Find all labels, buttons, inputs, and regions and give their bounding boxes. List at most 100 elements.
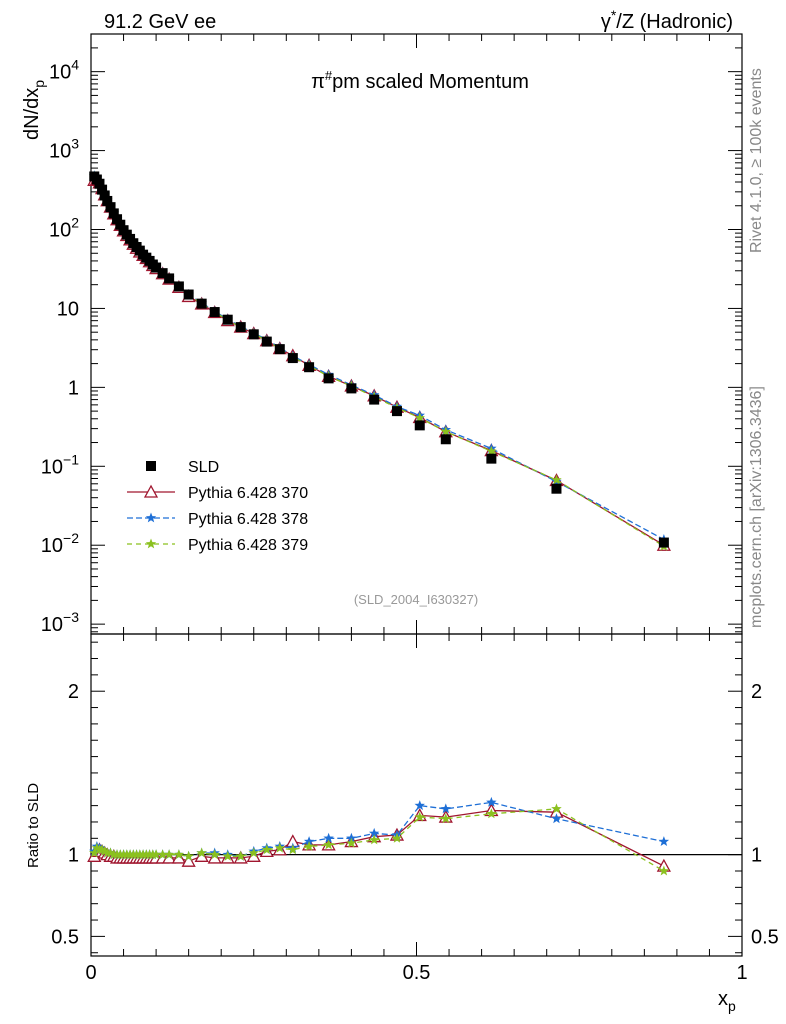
ratio-point-pythia-6-428-379 xyxy=(91,842,103,853)
ratio-point-pythia-6-428-370 xyxy=(207,850,222,864)
data-point-pythia-6-428-379 xyxy=(440,426,451,437)
ratio-point-pythia-6-428-379 xyxy=(551,803,562,814)
ratio-tick-label-left: 0.5 xyxy=(51,926,79,948)
ratio-point-pythia-6-428-379 xyxy=(303,841,315,851)
legend-label-pythia-6-428-370: Pythia 6.428 370 xyxy=(188,485,308,502)
y-tick-label: 104 xyxy=(49,57,79,84)
data-point-sld xyxy=(287,353,298,364)
data-point-sld xyxy=(94,178,105,189)
data-point-sld xyxy=(108,208,119,219)
legend-marker-pythia-6-428-379 xyxy=(145,538,157,549)
data-point-sld xyxy=(274,344,285,355)
data-point-pythia-6-428-379 xyxy=(414,412,425,423)
data-point-sld xyxy=(105,202,116,213)
energy-label: 91.2 GeV ee xyxy=(104,11,216,33)
data-series xyxy=(87,170,671,876)
data-point-pythia-6-428-379 xyxy=(486,445,497,456)
data-point-sld xyxy=(151,262,162,273)
ratio-tick-label-right: 1 xyxy=(751,845,762,867)
data-point-sld xyxy=(248,329,259,340)
data-point-sld xyxy=(99,190,110,201)
ratio-point-pythia-6-428-378 xyxy=(414,800,425,811)
data-point-sld xyxy=(304,362,315,373)
data-point-sld xyxy=(658,537,669,548)
ratio-point-pythia-6-428-379 xyxy=(209,849,220,860)
ratio-point-pythia-6-428-370 xyxy=(181,853,196,867)
ratio-point-pythia-6-428-378 xyxy=(323,832,334,843)
data-point-sld xyxy=(183,289,194,300)
ratio-point-pythia-6-428-378 xyxy=(658,836,670,846)
ratio-axis-label: Ratio to SLD xyxy=(25,783,42,868)
data-point-sld xyxy=(551,483,562,494)
analysis-tag: (SLD_2004_I630327) xyxy=(354,592,478,607)
y-tick-label: 1 xyxy=(68,377,79,399)
ratio-point-pythia-6-428-379 xyxy=(173,849,185,860)
ratio-point-pythia-6-428-378 xyxy=(440,803,451,814)
ratio-point-pythia-6-428-379 xyxy=(440,813,451,824)
data-point-sld xyxy=(157,268,168,279)
data-point-sld xyxy=(115,219,126,230)
ratio-point-pythia-6-428-379 xyxy=(414,811,425,822)
series-line-pythia-6-428-379 xyxy=(93,175,665,547)
x-axis-label: xp xyxy=(718,988,736,1014)
ratio-point-pythia-6-428-379 xyxy=(323,839,334,850)
ratio-point-pythia-6-428-379 xyxy=(274,842,285,853)
data-point-sld xyxy=(440,434,451,445)
x-tick-label: 1 xyxy=(736,962,747,984)
data-point-sld xyxy=(222,314,233,325)
ratio-point-pythia-6-428-379 xyxy=(658,865,670,876)
x-tick-label: 0.5 xyxy=(403,962,431,984)
process-label: γ*/Z (Hadronic) xyxy=(601,7,733,33)
mcplots-label: mcplots.cern.ch [arXiv:1306.3436] xyxy=(748,386,765,628)
ratio-tick-label-right: 2 xyxy=(751,681,762,703)
y-tick-label: 102 xyxy=(49,215,79,242)
ratio-point-pythia-6-428-370 xyxy=(194,848,209,862)
ratio-plot-frame xyxy=(90,633,743,957)
data-point-sld xyxy=(323,373,334,384)
ratio-point-pythia-6-428-370 xyxy=(162,850,177,864)
ratio-point-pythia-6-428-379 xyxy=(99,845,110,856)
ratio-point-pythia-6-428-379 xyxy=(196,847,207,858)
data-point-sld xyxy=(102,195,113,206)
ratio-point-pythia-6-428-378 xyxy=(551,813,562,824)
data-point-sld xyxy=(112,214,123,225)
legend: SLD Pythia 6.428 370 Pythia 6.428 378 Pythi… xyxy=(127,459,308,554)
ratio-point-pythia-6-428-379 xyxy=(222,850,233,861)
data-point-sld xyxy=(369,394,380,405)
ratio-point-pythia-6-428-379 xyxy=(150,849,162,860)
y-tick-label: 10−1 xyxy=(41,451,79,478)
ratio-point-pythia-6-428-379 xyxy=(391,832,403,843)
ratio-point-pythia-6-428-379 xyxy=(157,849,168,860)
ratio-tick-label-left: 1 xyxy=(68,845,79,867)
legend-label-pythia-6-428-378: Pythia 6.428 378 xyxy=(188,511,308,528)
data-point-sld xyxy=(486,453,497,464)
data-point-sld xyxy=(209,307,220,318)
data-point-sld xyxy=(164,273,175,284)
y-tick-label: 10−2 xyxy=(41,530,79,557)
legend-label-sld: SLD xyxy=(188,459,219,476)
ratio-point-pythia-6-428-378 xyxy=(486,796,497,807)
legend-label-pythia-6-428-379: Pythia 6.428 379 xyxy=(188,537,308,554)
data-point-sld xyxy=(391,406,402,417)
data-point-sld xyxy=(414,420,425,431)
ratio-point-pythia-6-428-379 xyxy=(346,837,357,848)
rivet-label: Rivet 4.1.0, ≥ 100k events xyxy=(748,68,765,253)
ratio-point-pythia-6-428-379 xyxy=(369,834,380,845)
ratio-point-pythia-6-428-370 xyxy=(171,850,186,864)
ratio-point-pythia-6-428-379 xyxy=(248,847,259,858)
series-line-pythia-6-428-378 xyxy=(93,175,665,541)
ratio-point-pythia-6-428-379 xyxy=(261,844,272,855)
legend-marker-sld xyxy=(146,461,156,471)
ratio-point-pythia-6-428-379 xyxy=(163,849,175,860)
chart-title: π#pm scaled Momentum xyxy=(311,68,529,93)
y-tick-label: 10−3 xyxy=(41,609,79,636)
series-line-pythia-6-428-370 xyxy=(94,178,665,546)
ratio-point-pythia-6-428-379 xyxy=(183,850,194,861)
data-point-pythia-6-428-379 xyxy=(551,474,562,485)
ratio-point-pythia-6-428-379 xyxy=(96,844,108,855)
data-point-sld xyxy=(196,298,207,309)
ratio-point-pythia-6-428-379 xyxy=(89,847,100,858)
data-point-sld xyxy=(235,322,246,333)
